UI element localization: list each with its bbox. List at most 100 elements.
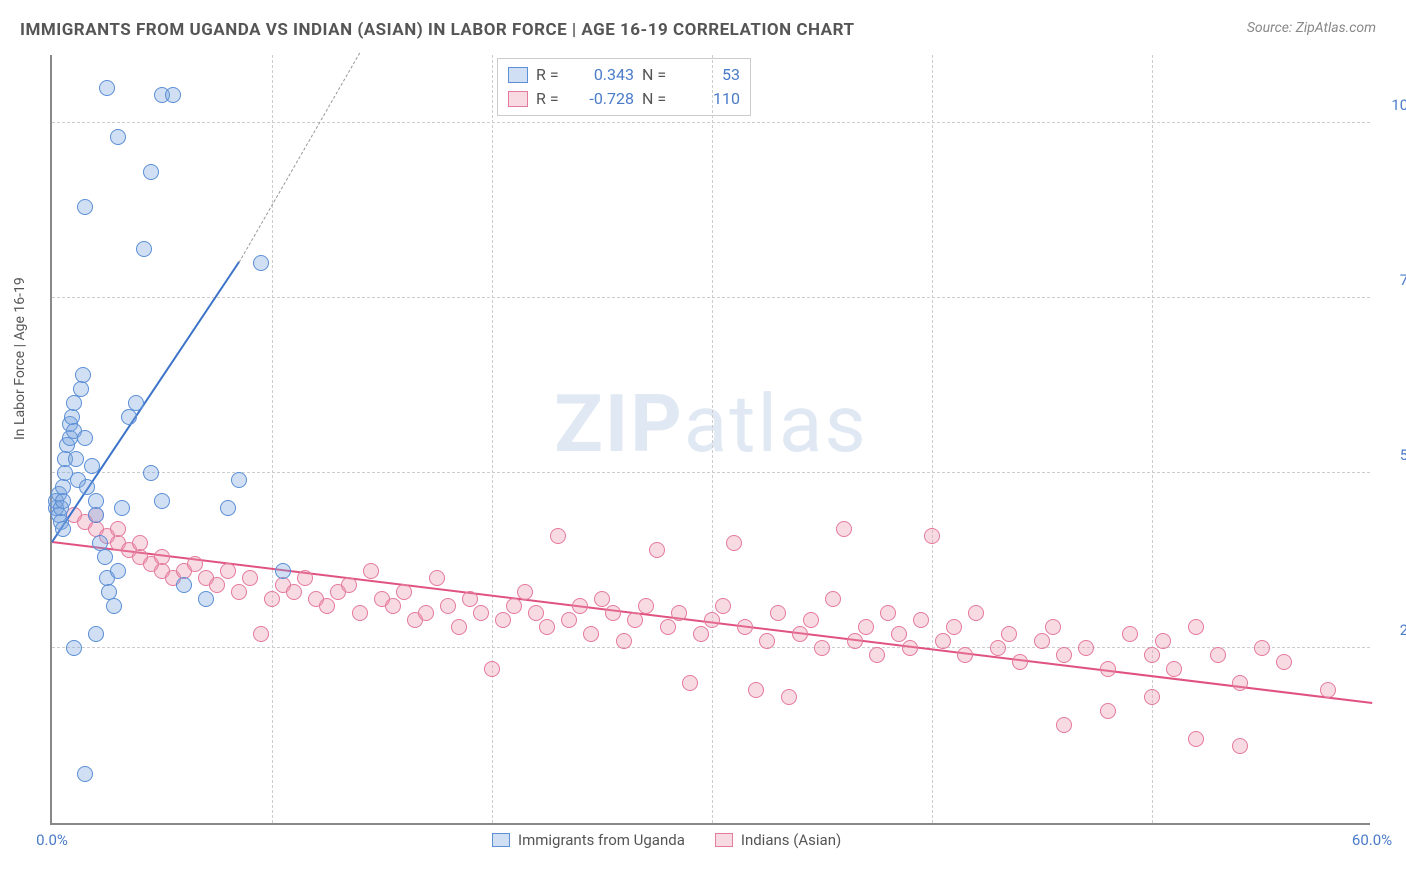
scatter-point [660, 619, 676, 635]
scatter-point [957, 647, 973, 663]
scatter-point [781, 689, 797, 705]
n-value-indian: 110 [680, 87, 740, 111]
scatter-point [396, 584, 412, 600]
watermark: ZIPatlas [554, 377, 867, 471]
scatter-point [154, 549, 170, 565]
scatter-point [1188, 619, 1204, 635]
n-value-uganda: 53 [680, 63, 740, 87]
scatter-point [341, 577, 357, 593]
scatter-point [187, 556, 203, 572]
scatter-point [1188, 731, 1204, 747]
scatter-point [1144, 647, 1160, 663]
chart-title: IMMIGRANTS FROM UGANDA VS INDIAN (ASIAN)… [20, 20, 855, 40]
scatter-point [132, 535, 148, 551]
scatter-point [220, 500, 236, 516]
scatter-point [924, 528, 940, 544]
scatter-point [583, 626, 599, 642]
scatter-point [286, 584, 302, 600]
y-tick-label: 75.0% [1380, 271, 1406, 289]
scatter-point [231, 584, 247, 600]
scatter-point [110, 563, 126, 579]
scatter-point [539, 619, 555, 635]
scatter-point [473, 605, 489, 621]
y-tick-label: 100.0% [1380, 96, 1406, 114]
scatter-point [110, 129, 126, 145]
r-value-uganda: 0.343 [574, 63, 634, 87]
gridline-h [52, 472, 1370, 473]
scatter-point [693, 626, 709, 642]
scatter-point [176, 577, 192, 593]
scatter-point [847, 633, 863, 649]
scatter-point [264, 591, 280, 607]
scatter-point [594, 591, 610, 607]
scatter-point [1276, 654, 1292, 670]
scatter-point [495, 612, 511, 628]
scatter-point [77, 199, 93, 215]
scatter-point [55, 479, 71, 495]
scatter-point [429, 570, 445, 586]
scatter-point [1100, 661, 1116, 677]
r-value-indian: -0.728 [574, 87, 634, 111]
scatter-point [451, 619, 467, 635]
scatter-point [638, 598, 654, 614]
scatter-point [550, 528, 566, 544]
y-tick-label: 25.0% [1380, 621, 1406, 639]
scatter-point [55, 493, 71, 509]
scatter-point [418, 605, 434, 621]
scatter-point [759, 633, 775, 649]
scatter-point [385, 598, 401, 614]
scatter-point [561, 612, 577, 628]
scatter-point [97, 549, 113, 565]
scatter-point [726, 535, 742, 551]
scatter-point [528, 605, 544, 621]
gridline-h [52, 647, 1370, 648]
legend-swatch-uganda [508, 67, 528, 83]
scatter-point [814, 640, 830, 656]
series-name-uganda: Immigrants from Uganda [518, 831, 685, 849]
scatter-point [1078, 640, 1094, 656]
scatter-point [84, 458, 100, 474]
plot-area: ZIPatlas R = 0.343 N = 53 R = -0.728 N =… [50, 55, 1370, 825]
scatter-point [946, 619, 962, 635]
scatter-point [55, 521, 71, 537]
scatter-point [913, 612, 929, 628]
scatter-point [68, 451, 84, 467]
legend-item-indian: Indians (Asian) [715, 831, 841, 849]
scatter-point [198, 591, 214, 607]
watermark-bold: ZIP [554, 377, 684, 471]
scatter-point [891, 626, 907, 642]
gridline-h [52, 122, 1370, 123]
legend-swatch-icon [492, 833, 510, 847]
correlation-chart: IMMIGRANTS FROM UGANDA VS INDIAN (ASIAN)… [0, 0, 1406, 892]
trend-line-dashed [239, 52, 361, 262]
scatter-point [106, 598, 122, 614]
scatter-point [671, 605, 687, 621]
scatter-point [649, 542, 665, 558]
scatter-point [858, 619, 874, 635]
gridline-v [492, 55, 493, 823]
scatter-point [66, 640, 82, 656]
scatter-point [1144, 689, 1160, 705]
scatter-point [627, 612, 643, 628]
scatter-point [803, 612, 819, 628]
source-attribution: Source: ZipAtlas.com [1247, 20, 1376, 36]
scatter-point [1001, 626, 1017, 642]
y-tick-label: 50.0% [1380, 446, 1406, 464]
scatter-point [77, 766, 93, 782]
scatter-point [1254, 640, 1270, 656]
series-name-indian: Indians (Asian) [741, 831, 841, 849]
scatter-point [440, 598, 456, 614]
scatter-point [253, 255, 269, 271]
scatter-point [1122, 626, 1138, 642]
scatter-point [462, 591, 478, 607]
scatter-point [143, 465, 159, 481]
scatter-point [1045, 619, 1061, 635]
legend-row-indian: R = -0.728 N = 110 [508, 87, 740, 111]
scatter-point [75, 367, 91, 383]
scatter-point [121, 409, 137, 425]
x-tick-label: 60.0% [1352, 831, 1392, 849]
scatter-point [715, 598, 731, 614]
y-axis-label: In Labor Force | Age 16-19 [12, 277, 28, 440]
n-label: N = [642, 63, 672, 87]
scatter-point [825, 591, 841, 607]
